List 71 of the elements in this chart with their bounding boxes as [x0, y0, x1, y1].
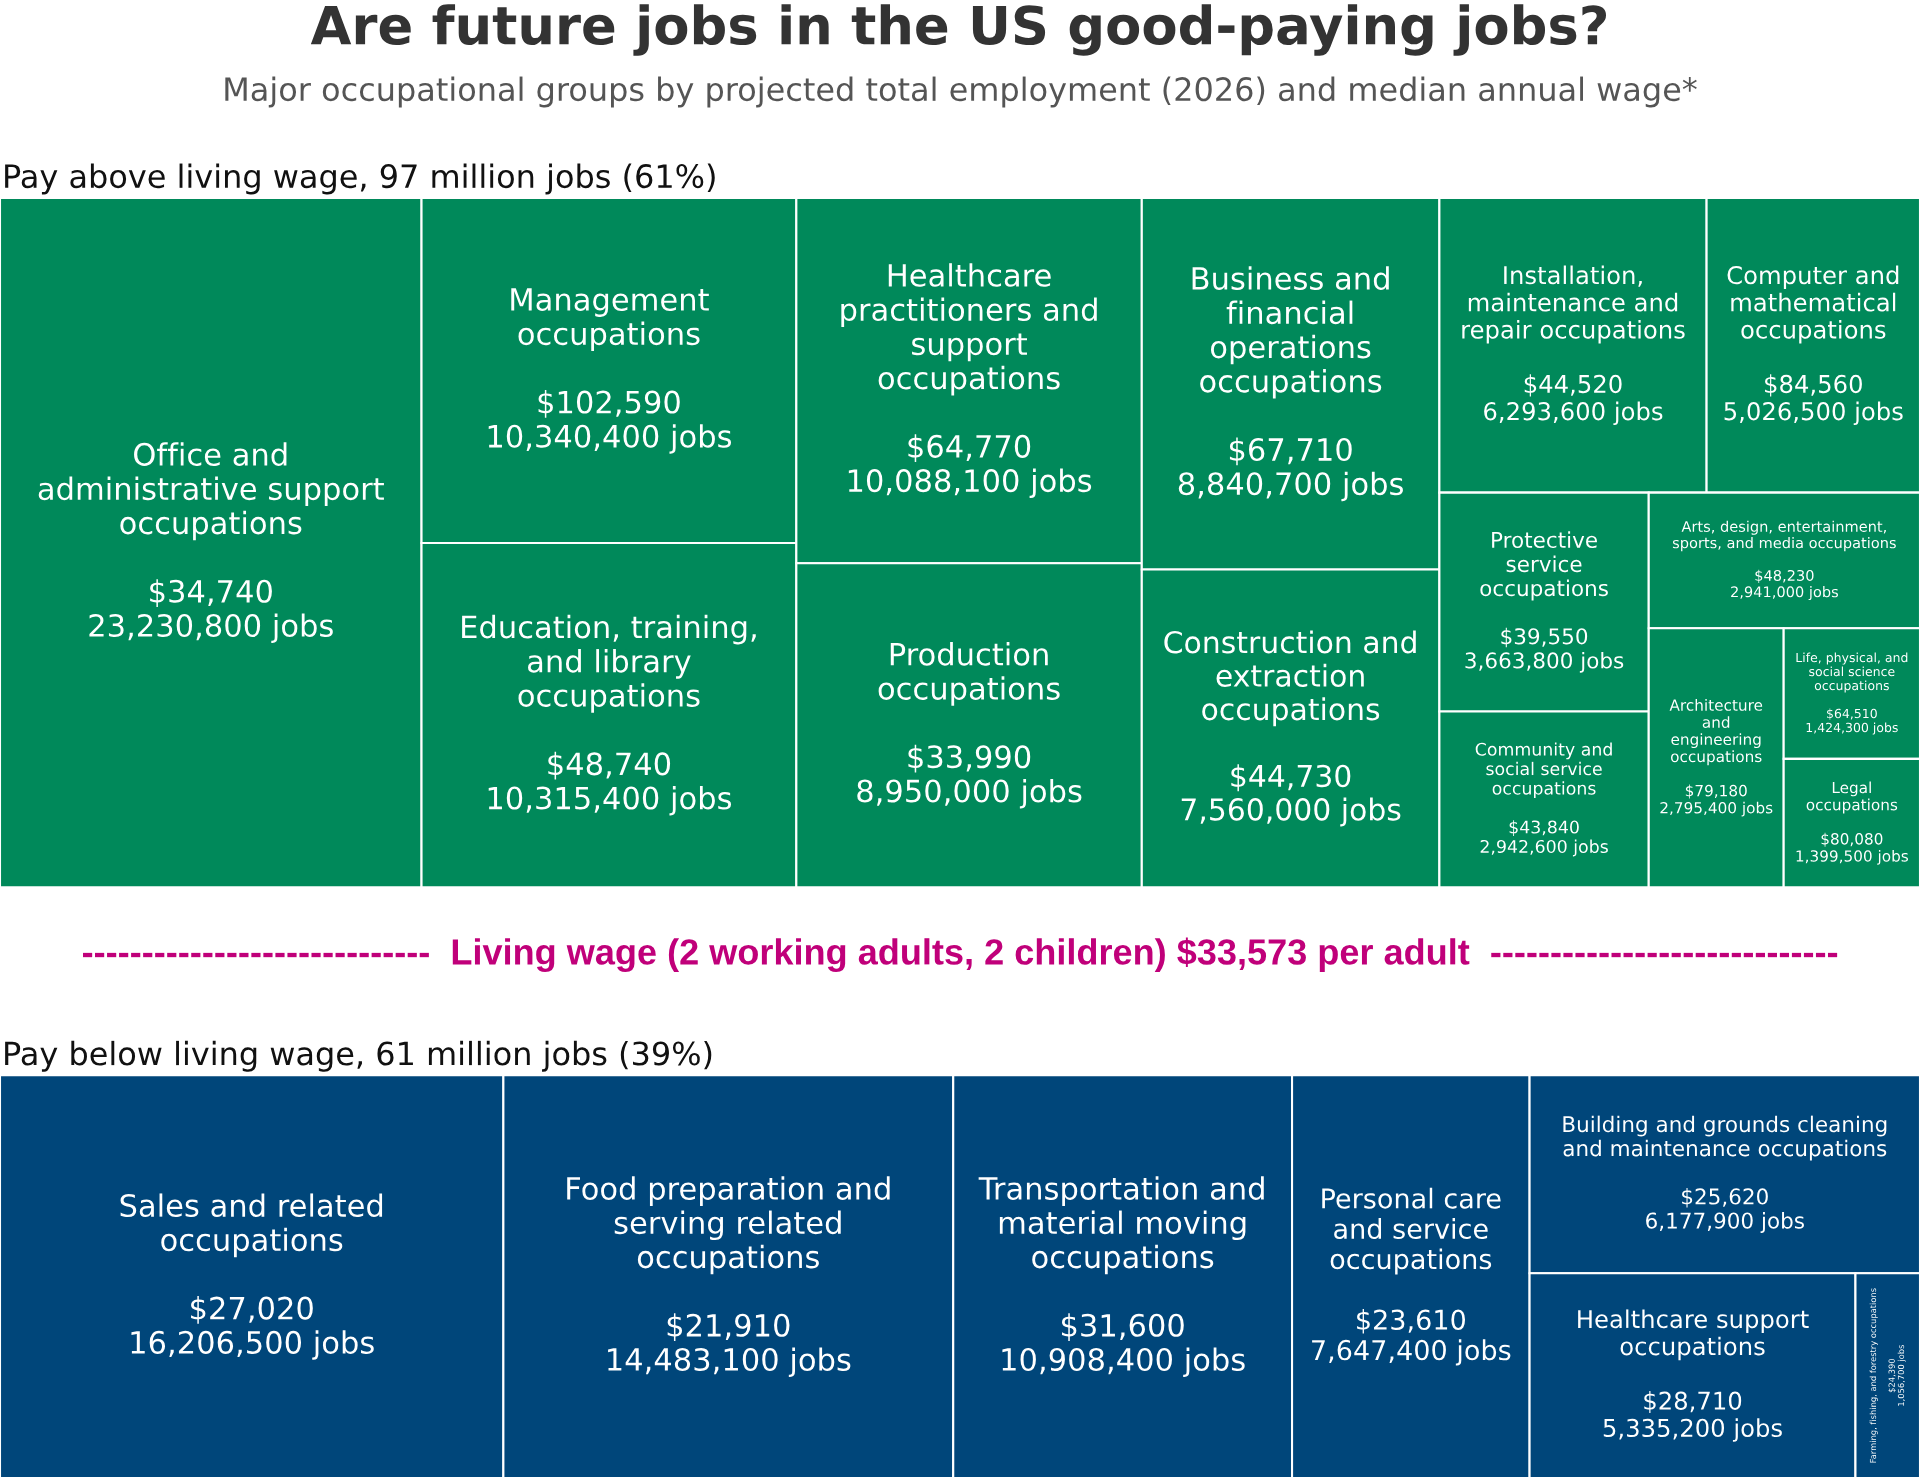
- data-label: $43,840: [1509, 820, 1579, 836]
- data-label: $67,710: [1229, 437, 1352, 466]
- category-label: Sales and related occupations: [120, 1193, 383, 1258]
- data-label: $28,710: [1644, 1391, 1742, 1414]
- data-label: 5,335,200 jobs: [1603, 1418, 1782, 1442]
- category-label: Farming, fishing, and forestry occupations: [1869, 1288, 1878, 1463]
- category-label: Production occupations: [878, 642, 1060, 706]
- category-label: Business and financial operations occupations: [1192, 266, 1389, 399]
- category-label: Architecture and engineering occupations: [1669, 699, 1763, 766]
- data-label: $25,620: [1682, 1187, 1768, 1208]
- category-label: Food preparation and serving related occupations: [567, 1176, 890, 1275]
- data-label: 6,177,900 jobs: [1646, 1212, 1804, 1233]
- data-label: $48,230: [1755, 569, 1814, 583]
- data-label: 1,399,500 jobs: [1796, 849, 1909, 865]
- data-label: $24,390: [1888, 1358, 1896, 1393]
- category-label: Arts, design, entertainment, sports, and media occupations: [1672, 520, 1896, 552]
- data-label: 16,206,500 jobs: [131, 1330, 374, 1360]
- category-label: Life, physical, and social science occupations: [1796, 652, 1908, 693]
- data-label: 1,424,300 jobs: [1806, 722, 1898, 735]
- data-label: 7,560,000 jobs: [1181, 797, 1401, 827]
- data-label: 7,647,400 jobs: [1312, 1339, 1511, 1366]
- category-label: Protective service occupations: [1480, 531, 1608, 601]
- data-label: $79,180: [1685, 784, 1747, 799]
- text: Major occupational groups by projected total employment (2026) and median annual wage*: [225, 76, 1697, 108]
- data-label: 14,483,100 jobs: [608, 1347, 851, 1377]
- data-label: 23,230,800 jobs: [89, 613, 333, 643]
- data-label: 2,795,400 jobs: [1660, 801, 1773, 817]
- text: Pay above living wage, 97 million jobs (61%): [5, 163, 715, 195]
- category-label: Legal occupations: [1806, 781, 1898, 814]
- category-label: Education, training, and library occupations: [462, 614, 756, 713]
- category-label: Healthcare support occupations: [1578, 1309, 1809, 1361]
- data-label: $33,990: [908, 744, 1031, 773]
- data-label: $48,740: [548, 751, 671, 780]
- data-label: 2,941,000 jobs: [1731, 586, 1838, 601]
- data-label: 2,942,600 jobs: [1480, 839, 1608, 857]
- text: Pay below living wage, 61 million jobs (39%): [5, 1040, 712, 1072]
- text: ----------------------------- Living wage (2 working adults, 2 children) $33,573 per adult -----------------------------: [83, 937, 1838, 973]
- category-label: Building and grounds cleaning and maintenance occupations: [1563, 1115, 1887, 1161]
- category-label: Personal care and service occupations: [1322, 1187, 1501, 1275]
- category-label: Office and administrative support occupations: [38, 442, 384, 541]
- category-label: Management occupations: [511, 288, 709, 352]
- category-label: Transportation and material moving occupations: [978, 1176, 1264, 1275]
- category-label: Construction and extraction occupations: [1164, 630, 1416, 727]
- category-label: Healthcare practitioners and support occupations: [841, 263, 1097, 396]
- data-label: $64,770: [908, 434, 1031, 462]
- data-label: 10,088,100 jobs: [848, 468, 1092, 499]
- data-label: $84,560: [1765, 374, 1862, 397]
- data-label: $27,020: [191, 1296, 313, 1324]
- data-label: $21,910: [667, 1313, 790, 1341]
- category-label: Computer and mathematical occupations: [1727, 265, 1899, 344]
- data-label: $44,520: [1524, 374, 1622, 397]
- data-label: $34,740: [150, 579, 272, 607]
- data-label: 1,056,700 jobs: [1897, 1344, 1906, 1406]
- data-label: $64,510: [1827, 708, 1877, 720]
- data-label: 6,293,600 jobs: [1484, 401, 1663, 426]
- data-label: $39,550: [1501, 627, 1588, 648]
- data-label: $31,600: [1061, 1313, 1184, 1341]
- data-label: 3,663,800 jobs: [1465, 651, 1624, 673]
- data-label: $44,730: [1231, 764, 1351, 792]
- text: Are future jobs in the US good-paying jobs?: [310, 4, 1607, 56]
- data-label: $80,080: [1821, 832, 1883, 847]
- category-label: Community and social service occupations: [1475, 742, 1612, 799]
- data-label: $23,610: [1357, 1309, 1466, 1334]
- data-label: 5,026,500 jobs: [1724, 401, 1903, 426]
- data-label: 8,950,000 jobs: [857, 778, 1082, 809]
- data-label: 10,908,400 jobs: [1002, 1347, 1245, 1377]
- data-label: 10,315,400 jobs: [488, 785, 732, 816]
- data-label: $102,590: [538, 389, 680, 418]
- category-label: Installation, maintenance and repair occupations: [1462, 265, 1685, 344]
- data-label: 10,340,400 jobs: [488, 424, 732, 454]
- data-label: 8,840,700 jobs: [1178, 471, 1403, 502]
